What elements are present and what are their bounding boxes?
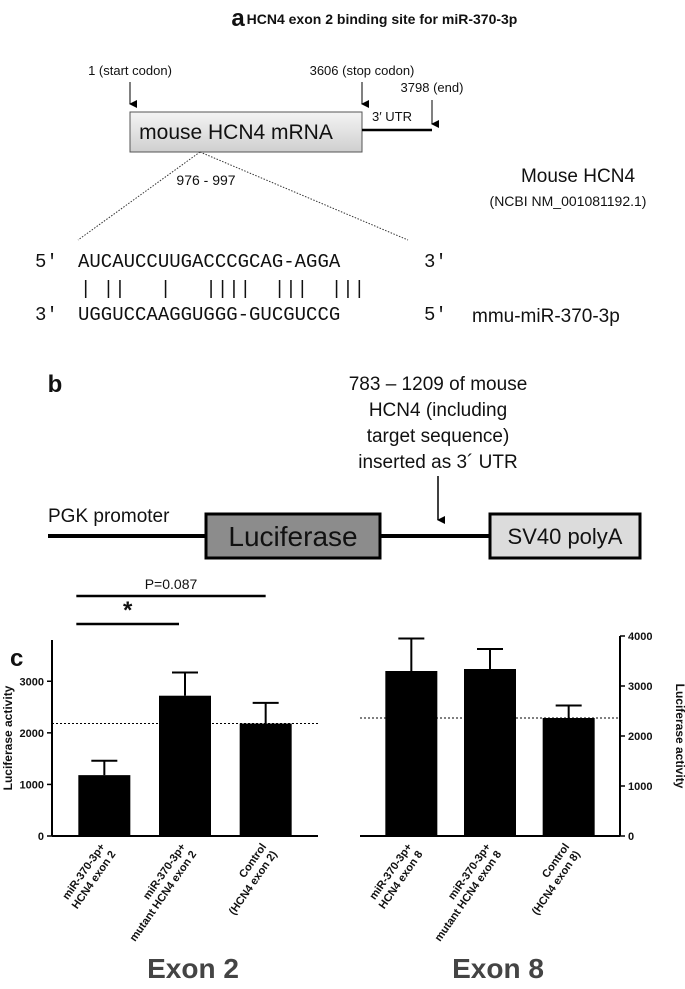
start-label: 1 (start codon): [88, 63, 172, 78]
y-tick-label: 0: [38, 831, 44, 843]
y-axis-label: Luciferase activity: [1, 685, 15, 790]
promoter-label: PGK promoter: [48, 506, 170, 527]
insert-label: 783 – 1209 of mouse: [349, 374, 528, 395]
panel-label: a: [231, 5, 245, 32]
insert-label: inserted as 3´ UTR: [358, 452, 517, 473]
x-tick-label: Control(HCN4 exon 2): [216, 841, 280, 917]
zoom-line: [199, 151, 409, 241]
seq-end: 3′: [35, 304, 58, 326]
y-tick-label: 2000: [628, 731, 652, 743]
x-tick-label: miR-370-3p+HCN4 exon 2: [59, 841, 118, 911]
mrna-label: mouse HCN4 mRNA: [139, 121, 333, 144]
luciferase-box: [204, 512, 382, 560]
panel-label: b: [48, 371, 63, 398]
zoom-line: [77, 151, 201, 241]
significance-label: *: [123, 597, 133, 624]
bar: [464, 669, 516, 836]
luciferase-label: Luciferase: [228, 521, 357, 552]
polya-box: [488, 512, 642, 560]
chart-title: Exon 8: [452, 953, 544, 984]
seq-end: 5′: [424, 304, 447, 326]
insert-label: target sequence): [367, 426, 510, 447]
y-tick-label: 3000: [628, 681, 652, 693]
panel-title: HCN4 exon 2 binding site for miR-370-3p: [247, 11, 518, 27]
x-tick-label: Control(HCN4 exon 8): [519, 841, 583, 917]
bar: [239, 723, 292, 836]
stop-label: 3606 (stop codon): [310, 63, 415, 78]
x-tick-label: miR-370-3p+mutant HCN4 exon 8: [422, 841, 504, 943]
y-tick-label: 3000: [20, 676, 44, 688]
y-tick-label: 4000: [628, 631, 652, 643]
bar: [542, 718, 595, 836]
y-tick-label: 1000: [628, 781, 652, 793]
base-pairs: | || | |||| ||| |||: [80, 278, 365, 300]
sequence: UGGUCCAAGGUGGG-GUCGUCCG: [78, 304, 340, 326]
panel-label: c: [10, 645, 23, 672]
bar: [159, 695, 211, 836]
utr-label: 3′ UTR: [372, 109, 412, 124]
mrna-box: [129, 111, 363, 153]
insert-label: HCN4 (including: [369, 400, 507, 421]
bar: [78, 775, 131, 836]
species: Mouse HCN4: [521, 166, 635, 187]
polya-label: SV40 polyA: [508, 524, 623, 549]
mirna-label: mmu-miR-370-3p: [472, 306, 620, 327]
x-tick-label: miR-370-3p+HCN4 exon 8: [366, 841, 425, 911]
y-tick-label: 0: [628, 831, 634, 843]
charts: 0 1000 2000 3000 Luciferase activity miR-370-…: [1, 576, 685, 984]
chart-title: Exon 2: [147, 953, 239, 984]
y-axis-label: Luciferase activity: [673, 684, 685, 789]
significance-label: P=0.087: [145, 576, 198, 592]
range-label: 976 - 997: [176, 172, 235, 188]
y-tick-label: 1000: [20, 779, 44, 791]
x-tick-label: miR-370-3p+mutant HCN4 exon 2: [117, 841, 199, 943]
seq-end: 3′: [424, 251, 447, 273]
sequence: AUCAUCCUUGACCCGCAG-AGGA: [78, 251, 341, 273]
bar: [385, 671, 438, 836]
end-label: 3798 (end): [401, 80, 464, 95]
seq-end: 5′: [35, 251, 58, 273]
accession: (NCBI NM_001081192.1): [490, 193, 647, 209]
y-tick-label: 2000: [20, 728, 44, 740]
